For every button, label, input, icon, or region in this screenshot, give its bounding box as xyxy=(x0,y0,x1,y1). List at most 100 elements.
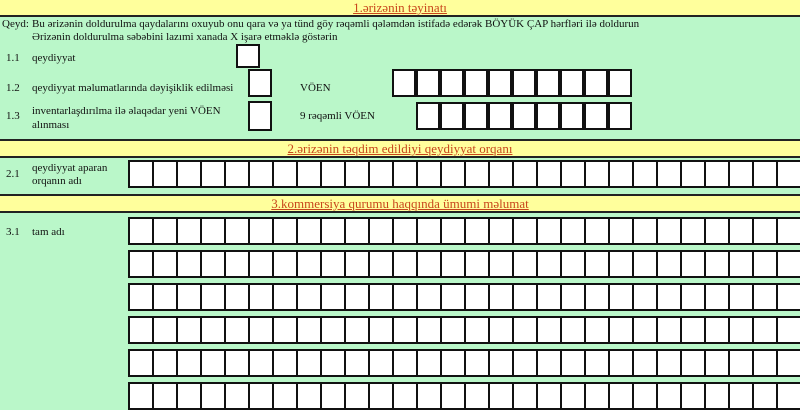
char-box[interactable] xyxy=(272,160,296,188)
char-box[interactable] xyxy=(440,217,464,245)
char-box[interactable] xyxy=(464,217,488,245)
char-box[interactable] xyxy=(344,217,368,245)
char-box[interactable] xyxy=(680,250,704,278)
char-box[interactable] xyxy=(224,160,248,188)
char-box[interactable] xyxy=(584,250,608,278)
char-box[interactable] xyxy=(584,160,608,188)
checkbox-registration[interactable] xyxy=(236,44,260,68)
char-box[interactable] xyxy=(560,382,584,410)
char-box[interactable] xyxy=(200,217,224,245)
char-box[interactable] xyxy=(344,382,368,410)
char-box[interactable] xyxy=(152,283,176,311)
char-box[interactable] xyxy=(728,160,752,188)
char-box[interactable] xyxy=(464,283,488,311)
char-box[interactable] xyxy=(224,217,248,245)
char-box[interactable] xyxy=(296,250,320,278)
char-box[interactable] xyxy=(440,160,464,188)
char-box[interactable] xyxy=(392,316,416,344)
char-box[interactable] xyxy=(440,283,464,311)
char-box[interactable] xyxy=(464,250,488,278)
char-box[interactable] xyxy=(752,283,776,311)
char-box[interactable] xyxy=(368,382,392,410)
char-box[interactable] xyxy=(584,217,608,245)
char-box[interactable] xyxy=(560,250,584,278)
char-box[interactable] xyxy=(440,250,464,278)
char-box[interactable] xyxy=(344,283,368,311)
char-box-row[interactable] xyxy=(128,349,800,377)
char-box[interactable] xyxy=(608,160,632,188)
char-box[interactable] xyxy=(608,250,632,278)
char-box[interactable] xyxy=(680,349,704,377)
char-box[interactable] xyxy=(488,69,512,97)
char-box[interactable] xyxy=(152,349,176,377)
char-box[interactable] xyxy=(464,69,488,97)
char-box[interactable] xyxy=(440,316,464,344)
char-box-row[interactable] xyxy=(128,160,800,188)
char-box[interactable] xyxy=(488,217,512,245)
char-box[interactable] xyxy=(560,69,584,97)
char-box[interactable] xyxy=(416,349,440,377)
char-box[interactable] xyxy=(464,102,488,130)
char-box[interactable] xyxy=(152,217,176,245)
char-box[interactable] xyxy=(392,250,416,278)
char-box[interactable] xyxy=(152,316,176,344)
char-box[interactable] xyxy=(512,283,536,311)
char-box[interactable] xyxy=(704,160,728,188)
char-box[interactable] xyxy=(704,316,728,344)
char-box[interactable] xyxy=(560,217,584,245)
char-box[interactable] xyxy=(560,283,584,311)
char-box[interactable] xyxy=(368,349,392,377)
char-box-row[interactable] xyxy=(128,250,800,278)
char-box[interactable] xyxy=(440,349,464,377)
char-box[interactable] xyxy=(512,316,536,344)
char-box[interactable] xyxy=(632,316,656,344)
char-box[interactable] xyxy=(752,382,776,410)
char-box[interactable] xyxy=(392,382,416,410)
char-box[interactable] xyxy=(128,250,152,278)
char-box[interactable] xyxy=(656,316,680,344)
char-box[interactable] xyxy=(416,316,440,344)
char-box[interactable] xyxy=(176,283,200,311)
char-box[interactable] xyxy=(680,217,704,245)
char-box[interactable] xyxy=(536,102,560,130)
char-box[interactable] xyxy=(344,250,368,278)
char-box[interactable] xyxy=(128,217,152,245)
char-box[interactable] xyxy=(176,160,200,188)
char-box[interactable] xyxy=(680,283,704,311)
char-box[interactable] xyxy=(200,349,224,377)
char-box[interactable] xyxy=(320,250,344,278)
char-box[interactable] xyxy=(584,69,608,97)
char-box[interactable] xyxy=(704,349,728,377)
char-box[interactable] xyxy=(656,217,680,245)
char-box[interactable] xyxy=(248,283,272,311)
char-box[interactable] xyxy=(296,349,320,377)
char-box[interactable] xyxy=(704,382,728,410)
char-box[interactable] xyxy=(584,316,608,344)
char-box[interactable] xyxy=(536,382,560,410)
char-box[interactable] xyxy=(368,316,392,344)
checkbox-new-voen[interactable] xyxy=(248,101,272,131)
char-box[interactable] xyxy=(272,250,296,278)
char-box-row[interactable] xyxy=(128,316,800,344)
char-box[interactable] xyxy=(656,382,680,410)
char-box[interactable] xyxy=(560,102,584,130)
char-box[interactable] xyxy=(224,382,248,410)
char-box[interactable] xyxy=(488,102,512,130)
char-box[interactable] xyxy=(488,160,512,188)
char-box[interactable] xyxy=(368,283,392,311)
char-box[interactable] xyxy=(416,382,440,410)
char-box[interactable] xyxy=(488,316,512,344)
char-box[interactable] xyxy=(320,316,344,344)
char-box[interactable] xyxy=(392,283,416,311)
char-box[interactable] xyxy=(200,160,224,188)
char-box[interactable] xyxy=(248,160,272,188)
char-box[interactable] xyxy=(560,316,584,344)
char-box[interactable] xyxy=(656,250,680,278)
char-box[interactable] xyxy=(128,349,152,377)
char-box[interactable] xyxy=(416,217,440,245)
char-box[interactable] xyxy=(224,349,248,377)
char-box[interactable] xyxy=(248,250,272,278)
char-box[interactable] xyxy=(728,217,752,245)
char-box[interactable] xyxy=(224,250,248,278)
char-box[interactable] xyxy=(776,160,800,188)
